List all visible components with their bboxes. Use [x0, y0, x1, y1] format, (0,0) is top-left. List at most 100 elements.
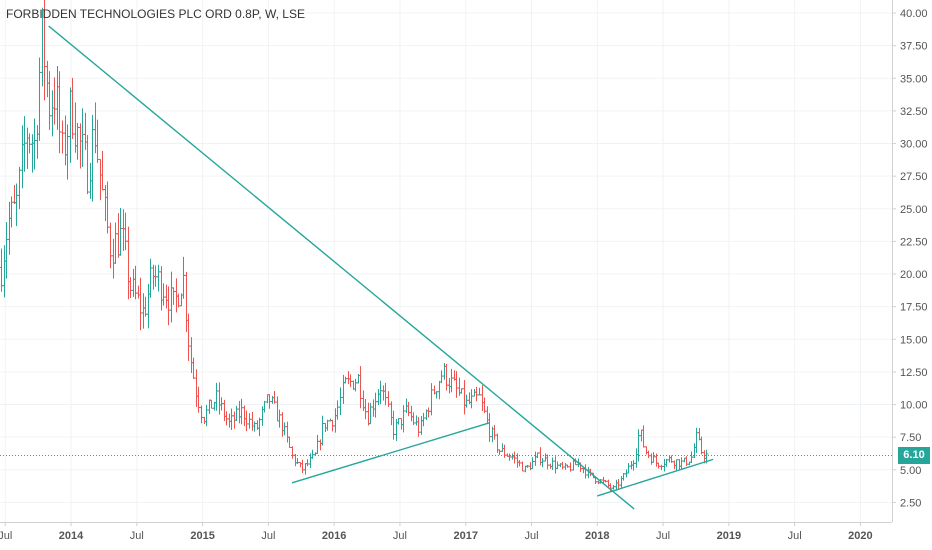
ohlc-bar: [257, 417, 262, 437]
ohlc-bar: [103, 184, 108, 222]
ohlc-bar: [298, 462, 303, 468]
ohlc-bar: [381, 385, 386, 401]
ohlc-bar: [156, 264, 161, 292]
time-tick-label: 2014: [59, 530, 84, 542]
time-tick-label: 2019: [717, 530, 741, 542]
time-tick-label: 2018: [585, 530, 609, 542]
ohlc-bar: [151, 264, 156, 290]
ohlc-bar: [280, 412, 285, 437]
ohlc-bar: [300, 459, 305, 474]
ohlc-bar: [242, 405, 247, 427]
ohlc-bar: [639, 429, 644, 442]
ohlc-bar: [348, 374, 353, 388]
ohlc-bar: [429, 383, 434, 416]
ohlc-bar: [391, 410, 396, 440]
ohlc-bar: [469, 389, 474, 409]
ohlc-bar: [227, 413, 232, 428]
ohlc-bar: [37, 57, 42, 141]
ohlc-bar: [174, 278, 179, 313]
ohlc-bar: [224, 411, 229, 426]
ohlc-bar: [68, 87, 73, 164]
price-tick-label: 35.00: [900, 73, 928, 85]
ohlc-bar: [434, 391, 439, 399]
ohlc-bar: [305, 459, 310, 467]
ohlc-bar: [63, 115, 68, 166]
ohlc-bar: [338, 387, 343, 416]
ohlc-bar: [275, 396, 280, 422]
ohlc-bar: [126, 226, 131, 300]
ohlc-bar: [376, 389, 381, 405]
ohlc-bar: [12, 185, 17, 205]
ohlc-bar: [677, 459, 682, 471]
time-tick-label: Jul: [656, 530, 670, 542]
ohlc-bar: [437, 380, 442, 400]
ohlc-bar: [426, 407, 431, 418]
ohlc-bar: [343, 376, 348, 384]
price-axis[interactable]: 2.50 5.00 7.50 10.00 12.50 15.00 17.50 20.00 22.…: [892, 0, 928, 522]
ohlc-bar: [619, 476, 624, 488]
price-tick-label: 32.50: [900, 106, 928, 118]
ohlc-bar: [636, 429, 641, 462]
ohlc-bar: [290, 446, 295, 459]
ohlc-bar: [464, 394, 469, 408]
ohlc-bar: [45, 60, 50, 98]
ohlc-bar: [116, 212, 121, 258]
ohlc-bar: [35, 125, 40, 159]
ohlc-bar: [55, 66, 60, 130]
ohlc-bar: [118, 207, 123, 256]
ohlc-bar: [540, 458, 545, 468]
ohlc-bar: [128, 277, 133, 299]
ohlc-bar: [419, 415, 424, 435]
time-tick-label: Jul: [524, 530, 538, 542]
ohlc-bar: [90, 114, 95, 202]
trendline-3: [597, 458, 714, 497]
ohlc-bar: [533, 451, 538, 466]
price-tick-label: 22.50: [900, 236, 928, 248]
ohlc-bar: [346, 371, 351, 384]
ohlc-bar: [416, 416, 421, 437]
ohlc-bar: [553, 456, 558, 474]
time-tick-label: Jul: [788, 530, 802, 542]
ohlc-bar: [651, 452, 656, 463]
ohlc-bar: [318, 439, 323, 451]
time-tick-label: Jul: [261, 530, 275, 542]
ohlc-bar: [60, 120, 65, 154]
ohlc-bar: [181, 256, 186, 299]
ohlc-bar: [57, 71, 62, 154]
ohlc-bar: [234, 405, 239, 421]
ohlc-bar: [634, 448, 639, 468]
ohlc-bar: [679, 457, 684, 470]
ohlc-bar: [47, 71, 52, 130]
ohlc-bar: [477, 387, 482, 396]
ohlc-bar: [694, 427, 699, 453]
ohlc-bar: [672, 460, 677, 470]
time-tick-label: 2016: [322, 530, 346, 542]
ohlc-bar: [583, 464, 588, 479]
ohlc-bar: [194, 369, 199, 407]
price-tick-label: 10.00: [900, 400, 928, 412]
ohlc-bar: [95, 119, 100, 163]
ohlc-bar: [545, 454, 550, 470]
time-axis[interactable]: Jul 2014 Jul 2015 Jul 2016 Jul 2017 Jul 2018 Jul 20…: [0, 522, 892, 542]
ohlc-bar: [371, 399, 376, 417]
ohlc-bar: [250, 411, 255, 431]
ohlc-bar: [378, 380, 383, 405]
time-tick-label: Jul: [0, 530, 12, 542]
ohlc-bar: [247, 413, 252, 429]
ohlc-bar: [146, 283, 151, 329]
ohlc-bar: [287, 436, 292, 448]
ohlc-bar: [315, 434, 320, 454]
ohlc-bar: [674, 459, 679, 471]
ohlc-bar: [20, 125, 25, 189]
price-tick-label: 15.00: [900, 334, 928, 346]
ohlc-bar: [186, 313, 191, 361]
ohlc-bar: [563, 462, 568, 470]
price-tick-label: 27.50: [900, 171, 928, 183]
ohlc-bar: [141, 293, 146, 329]
ohlc-bar: [550, 457, 555, 471]
ohlc-bar: [285, 421, 290, 443]
time-tick-label: Jul: [393, 530, 407, 542]
ohlc-bar: [171, 287, 176, 305]
ohlc-bar: [14, 183, 19, 227]
